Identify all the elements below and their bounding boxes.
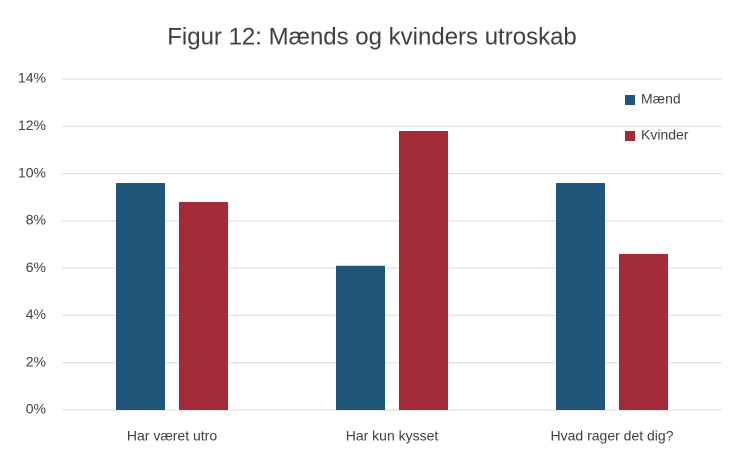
legend-swatch [625,131,635,141]
bar [619,253,668,410]
x-tick-label: Har kun kysset [346,428,439,444]
y-tick-label: 0% [26,401,46,417]
y-tick-label: 2% [26,353,46,369]
legend-swatch [625,95,635,105]
bar [556,183,605,410]
bar [179,201,228,410]
chart-title: Figur 12: Mænds og kvinders utroskab [167,23,577,50]
legend-label: Mænd [641,91,681,107]
x-tick-label: Hvad rager det dig? [551,428,674,444]
legend-label: Kvinder [641,127,689,143]
y-tick-label: 4% [26,306,46,322]
y-tick-label: 10% [18,164,46,180]
bar [336,265,385,410]
y-tick-label: 8% [26,212,46,228]
x-tick-label: Har været utro [127,428,217,444]
y-tick-label: 6% [26,259,46,275]
bar [116,183,165,410]
y-tick-label: 12% [18,117,46,133]
y-tick-label: 14% [18,70,46,86]
bar [399,131,448,410]
